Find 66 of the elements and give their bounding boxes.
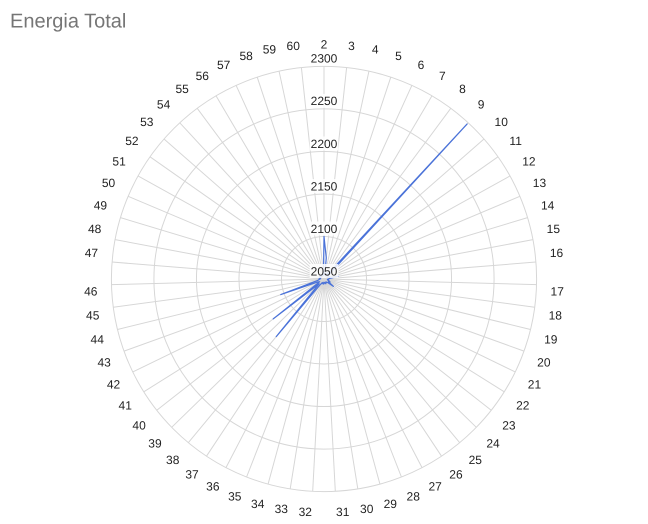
spoke-label: 53	[140, 114, 154, 129]
spoke-label: 46	[84, 284, 98, 299]
spoke-label: 31	[336, 504, 350, 519]
spoke-label: 39	[148, 436, 162, 451]
spoke-label: 36	[206, 480, 220, 494]
spoke-label: 41	[118, 398, 132, 413]
spoke-label: 22	[516, 398, 530, 413]
spoke-label: 51	[112, 154, 126, 168]
spoke-label: 50	[102, 176, 116, 190]
spoke-label: 58	[239, 48, 254, 63]
spoke-label: 42	[106, 378, 121, 392]
spoke-label: 43	[97, 355, 112, 370]
spoke-label: 8	[459, 82, 466, 96]
spoke-label: 34	[251, 497, 265, 512]
spoke-label: 32	[298, 504, 312, 519]
spoke-label: 19	[544, 332, 558, 346]
spoke-label: 49	[94, 198, 108, 213]
spoke-label: 14	[540, 198, 555, 213]
spoke-label: 2	[320, 38, 328, 52]
spoke-label: 21	[528, 378, 542, 392]
spoke-label: 29	[384, 497, 398, 512]
y-tick-label: 2050	[310, 264, 338, 278]
spoke-label: 28	[406, 490, 420, 504]
spoke-label: 37	[185, 467, 200, 482]
spoke-label: 23	[502, 418, 516, 432]
chart-title: Energia Total	[10, 10, 126, 33]
spoke-label: 45	[86, 308, 100, 323]
spoke-label: 44	[90, 332, 104, 346]
spoke-label: 60	[286, 38, 300, 53]
y-tick-label: 2150	[310, 179, 338, 194]
spoke-label: 38	[166, 452, 180, 467]
y-tick-label: 2300	[310, 52, 338, 66]
spoke-label: 4	[372, 42, 379, 57]
spoke-label: 16	[550, 246, 564, 260]
spoke-label: 30	[360, 502, 374, 516]
spoke-label: 9	[478, 98, 485, 112]
spoke-label: 26	[449, 467, 463, 482]
spoke-label: 10	[494, 114, 508, 129]
spoke-label: 56	[196, 68, 210, 83]
spoke-label: 40	[132, 418, 146, 432]
spoke-label: 20	[537, 355, 551, 370]
y-tick-label: 2250	[310, 94, 338, 108]
spoke-label: 25	[468, 452, 482, 467]
spoke-label: 12	[522, 154, 536, 168]
spoke-label: 54	[156, 98, 171, 112]
y-tick-label: 2200	[310, 136, 338, 151]
spoke-label: 24	[486, 436, 500, 451]
spoke-label: 48	[88, 222, 102, 236]
spoke-label: 55	[176, 82, 190, 96]
spoke-label: 35	[228, 490, 242, 504]
spoke-label: 7	[439, 68, 446, 83]
spoke-label: 33	[274, 502, 288, 516]
spoke-label: 18	[548, 308, 562, 323]
spoke-label: 6	[418, 58, 425, 72]
spoke-label: 5	[395, 48, 402, 63]
spoke-label: 52	[125, 134, 139, 148]
spoke-label: 57	[217, 58, 231, 72]
spoke-label: 3	[348, 38, 356, 53]
spoke-label: 13	[532, 176, 546, 190]
spoke-label: 17	[550, 284, 564, 299]
spoke-label: 59	[262, 42, 276, 57]
spoke-label: 11	[509, 134, 522, 148]
spoke-label: 27	[428, 480, 442, 494]
spoke-label: 47	[84, 246, 98, 260]
spoke-label: 15	[546, 222, 560, 236]
y-tick-label: 2100	[310, 222, 338, 236]
